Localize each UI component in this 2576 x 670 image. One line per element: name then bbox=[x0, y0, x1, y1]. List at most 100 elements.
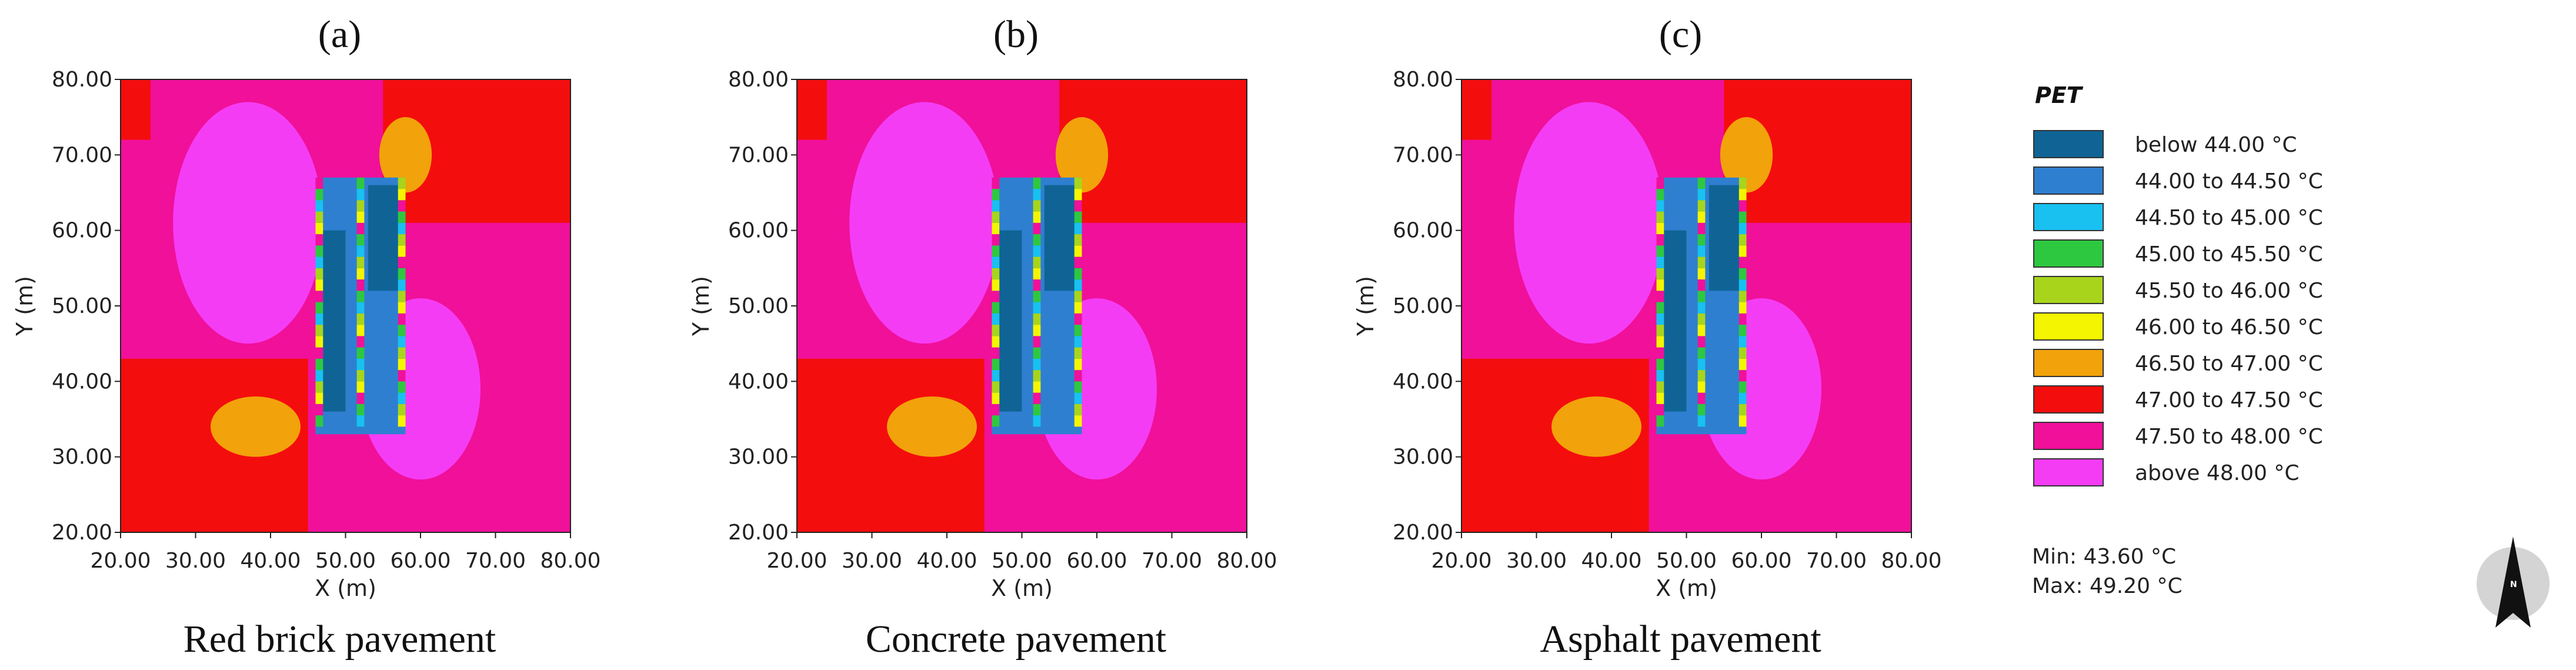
heatmap-panel: 20.00 30.00 40.00 50.00 60.00 70.00 80.00 20.00… bbox=[1353, 13, 1942, 661]
heatmap-edge-cell bbox=[1697, 404, 1706, 416]
x-tick-label: 70.00 bbox=[1142, 549, 1202, 573]
heatmap-edge-cell bbox=[315, 245, 323, 257]
heatmap-edge-cell bbox=[992, 177, 1000, 189]
legend-swatch bbox=[2033, 130, 2104, 158]
legend-label: 44.50 to 45.00 °C bbox=[2135, 206, 2323, 230]
legend-swatch bbox=[2033, 422, 2104, 450]
heatmap-region bbox=[849, 102, 1000, 344]
heatmap-edge-cell bbox=[356, 336, 365, 348]
heatmap-edge-cell bbox=[1739, 200, 1747, 212]
heatmap-region bbox=[1514, 102, 1664, 344]
max-value: Max: 49.20 °C bbox=[2032, 574, 2183, 598]
legend-swatch bbox=[2033, 166, 2104, 195]
y-tick-label: 50.00 bbox=[728, 294, 789, 318]
heatmap-edge-cell bbox=[1074, 358, 1082, 371]
heatmap-edge-cell bbox=[1074, 415, 1082, 427]
heatmap-edge-cell bbox=[1739, 313, 1747, 325]
heatmap-edge-cell bbox=[1656, 404, 1664, 416]
heatmap-edge-cell bbox=[1033, 313, 1041, 325]
heatmap-edge-cell bbox=[1656, 279, 1664, 291]
heatmap-edge-cell bbox=[398, 177, 406, 189]
heatmap-edge-cell bbox=[1656, 370, 1664, 382]
legend-label: 45.50 to 46.00 °C bbox=[2135, 279, 2323, 303]
heatmap-edge-cell bbox=[1074, 392, 1082, 404]
heatmap-edge-cell bbox=[1074, 347, 1082, 359]
heatmap-edge-cell bbox=[1074, 189, 1082, 201]
heatmap-edge-cell bbox=[398, 256, 406, 268]
heatmap-region bbox=[1551, 396, 1641, 457]
heatmap-edge-cell bbox=[356, 415, 365, 427]
heatmap-region bbox=[323, 230, 346, 412]
heatmap-edge-cell bbox=[315, 234, 323, 246]
heatmap-edge-cell bbox=[1656, 415, 1664, 427]
heatmap-edge-cell bbox=[1074, 211, 1082, 223]
y-tick-label: 50.00 bbox=[52, 294, 112, 318]
heatmap-edge-cell bbox=[1656, 256, 1664, 268]
x-axis-label: X (m) bbox=[991, 575, 1053, 601]
heatmap-cells bbox=[797, 79, 1247, 532]
heatmap-edge-cell bbox=[356, 291, 365, 302]
heatmap-edge-cell bbox=[315, 189, 323, 201]
heatmap-edge-cell bbox=[992, 404, 1000, 416]
heatmap-edge-cell bbox=[1739, 222, 1747, 235]
y-tick-label: 20.00 bbox=[1393, 521, 1453, 545]
heatmap-edge-cell bbox=[398, 211, 406, 223]
heatmap-edge-cell bbox=[1656, 302, 1664, 314]
heatmap-edge-cell bbox=[398, 234, 406, 246]
heatmap-edge-cell bbox=[1033, 404, 1041, 416]
heatmap-edge-cell bbox=[992, 347, 1000, 359]
heatmap-edge-cell bbox=[1697, 268, 1706, 280]
heatmap-region bbox=[1720, 117, 1773, 193]
heatmap-edge-cell bbox=[1697, 234, 1706, 246]
heatmap-edge-cell bbox=[315, 222, 323, 235]
legend-label: below 44.00 °C bbox=[2135, 133, 2297, 157]
heatmap-edge-cell bbox=[992, 211, 1000, 223]
heatmap-edge-cell bbox=[356, 302, 365, 314]
heatmap-edge-cell bbox=[1033, 291, 1041, 302]
heatmap-edge-cell bbox=[1033, 222, 1041, 235]
x-axis-label: X (m) bbox=[315, 575, 376, 601]
heatmap-edge-cell bbox=[1697, 279, 1706, 291]
heatmap-edge-cell bbox=[1739, 177, 1747, 189]
heatmap-edge-cell bbox=[315, 325, 323, 336]
heatmap-edge-cell bbox=[1656, 245, 1664, 257]
y-tick-label: 40.00 bbox=[52, 369, 112, 394]
heatmap-edge-cell bbox=[1074, 381, 1082, 393]
heatmap-edge-cell bbox=[1697, 189, 1706, 201]
y-tick-label: 80.00 bbox=[728, 68, 789, 92]
heatmap-edge-cell bbox=[1656, 234, 1664, 246]
heatmap-edge-cell bbox=[1074, 302, 1082, 314]
legend-swatch bbox=[2033, 276, 2104, 304]
heatmap-edge-cell bbox=[1739, 256, 1747, 268]
heatmap-edge-cell bbox=[1656, 347, 1664, 359]
heatmap-edge-cell bbox=[398, 279, 406, 291]
heatmap-edge-cell bbox=[1033, 358, 1041, 371]
heatmap-edge-cell bbox=[356, 268, 365, 280]
heatmap-edge-cell bbox=[992, 392, 1000, 404]
heatmap-edge-cell bbox=[992, 325, 1000, 336]
y-tick-label: 20.00 bbox=[52, 521, 112, 545]
heatmap-edge-cell bbox=[1656, 177, 1664, 189]
north-letter: N bbox=[2510, 580, 2517, 589]
heatmap-edge-cell bbox=[992, 415, 1000, 427]
heatmap-edge-cell bbox=[398, 381, 406, 393]
min-value: Min: 43.60 °C bbox=[2032, 545, 2176, 569]
heatmap-edge-cell bbox=[1739, 234, 1747, 246]
heatmap-edge-cell bbox=[1074, 177, 1082, 189]
heatmap-edge-cell bbox=[992, 245, 1000, 257]
x-tick-label: 60.00 bbox=[390, 549, 451, 573]
heatmap-edge-cell bbox=[1656, 381, 1664, 393]
heatmap-region bbox=[1055, 117, 1109, 193]
legend-title: PET bbox=[2035, 82, 2084, 108]
heatmap-edge-cell bbox=[1656, 189, 1664, 201]
heatmap-edge-cell bbox=[992, 189, 1000, 201]
heatmap-edge-cell bbox=[992, 370, 1000, 382]
x-tick-label: 50.00 bbox=[992, 549, 1052, 573]
heatmap-panel: 20.00 30.00 40.00 50.00 60.00 70.00 80.00 20.00… bbox=[12, 13, 601, 661]
legend-label: 46.00 to 46.50 °C bbox=[2135, 315, 2323, 339]
heatmap-edge-cell bbox=[1033, 189, 1041, 201]
x-tick-label: 80.00 bbox=[540, 549, 600, 573]
heatmap-edge-cell bbox=[315, 358, 323, 371]
heatmap-edge-cell bbox=[1074, 279, 1082, 291]
